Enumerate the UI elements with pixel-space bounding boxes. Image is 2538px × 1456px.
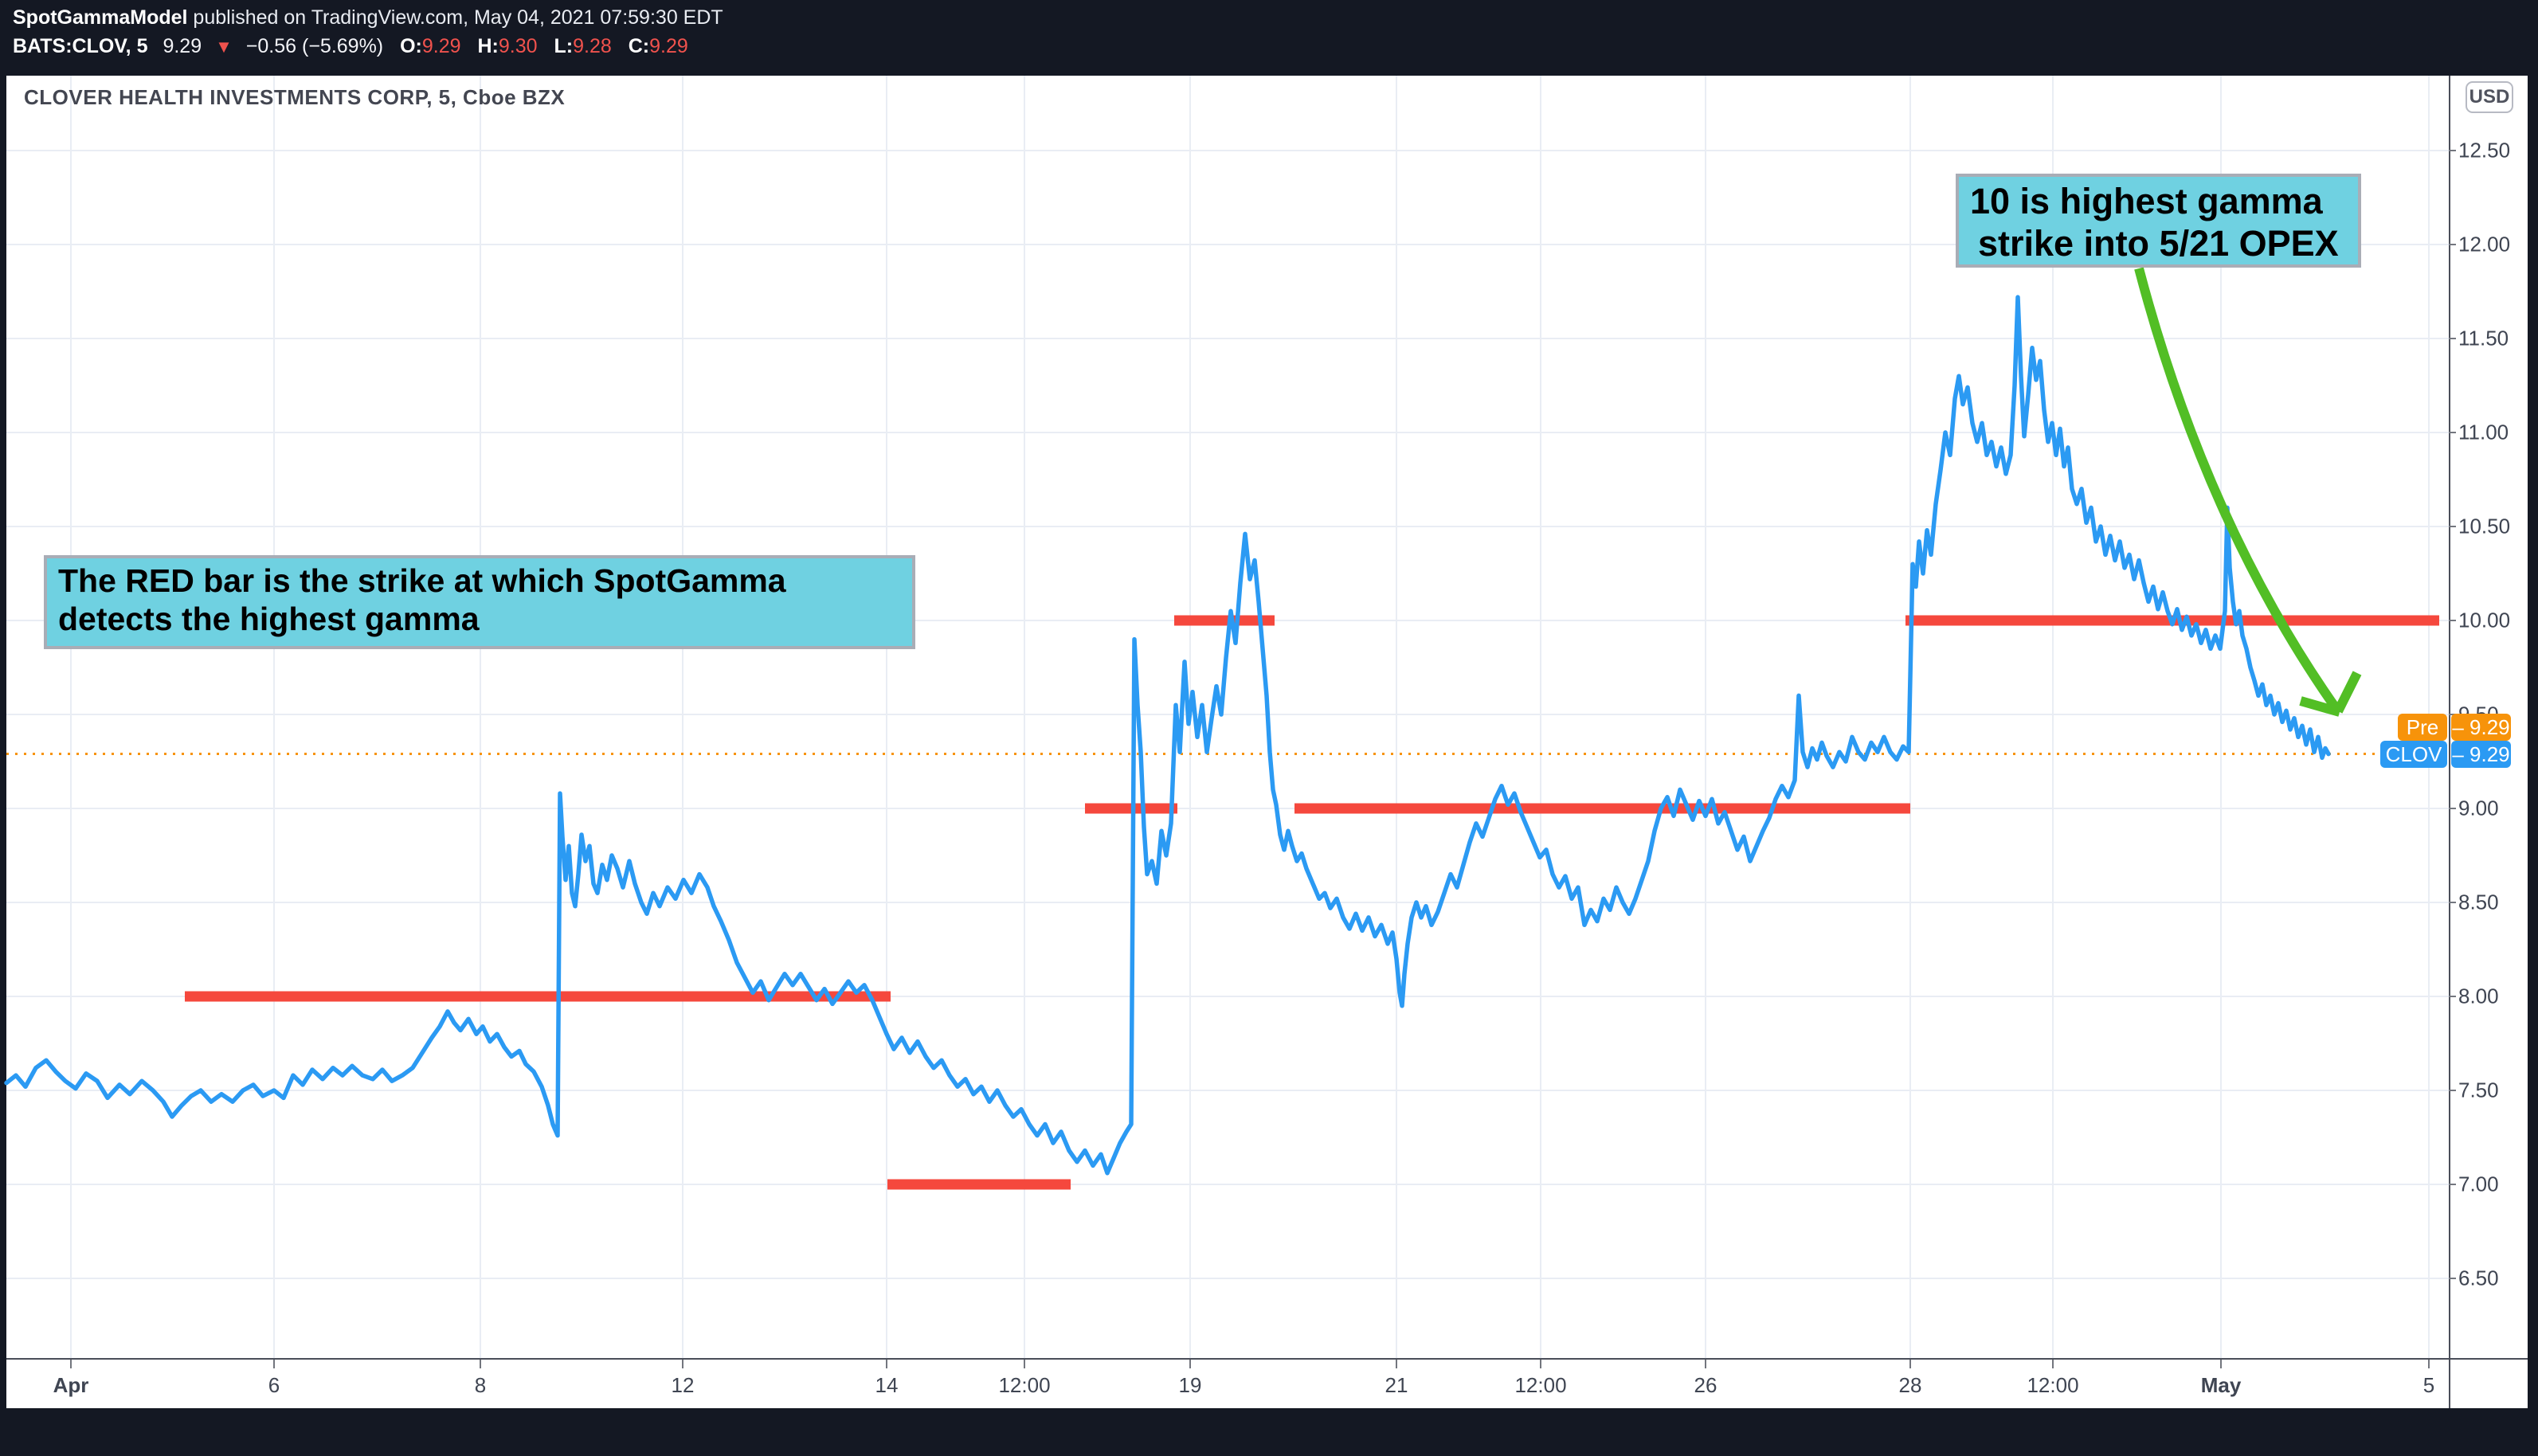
close-value: 9.29 (649, 35, 688, 57)
price-tick-label: 7.00 (2458, 1172, 2499, 1196)
time-tick-mark (1909, 1360, 1911, 1368)
price-tick-mark (2449, 150, 2456, 151)
price-change: −0.56 (−5.69%) (245, 35, 384, 57)
high-value: 9.30 (498, 35, 538, 57)
price-tick-label: 8.50 (2458, 890, 2499, 914)
price-tick-label: 12.50 (2458, 138, 2511, 162)
callout-left-line1: The RED bar is the strike at which SpotG… (58, 562, 786, 599)
publish-line: SpotGammaModel published on TradingView.… (13, 6, 723, 29)
price-tick-mark (2449, 526, 2456, 527)
price-tick-label: 6.50 (2458, 1266, 2499, 1290)
publish-text: published on TradingView.com, May 04, 20… (187, 6, 723, 29)
time-tick-mark (886, 1360, 887, 1368)
time-axis-border (6, 1358, 2528, 1360)
time-tick-mark (2052, 1360, 2054, 1368)
time-tick-mark (682, 1360, 683, 1368)
chart-legend-title[interactable]: CLOVER HEALTH INVESTMENTS CORP, 5, Cboe … (24, 85, 566, 109)
last-price: 9.29 (163, 35, 202, 57)
currency-unit-button[interactable]: USD (2466, 81, 2513, 113)
low-label: L: (554, 35, 574, 57)
top-info-bar: SpotGammaModel published on TradingView.… (0, 0, 2538, 76)
price-tick-mark (2449, 620, 2456, 621)
price-tick-label: 11.00 (2458, 420, 2509, 444)
callout-right-line2: strike into 5/21 OPEX (1978, 223, 2339, 264)
time-tick-label: 14 (875, 1373, 899, 1397)
price-tick-label: 8.00 (2458, 984, 2499, 1008)
time-tick-label: 28 (1898, 1373, 1922, 1397)
author-name: SpotGammaModel (13, 6, 188, 29)
annotation-arrow-shaft[interactable] (2134, 267, 2342, 714)
bottom-brand-bar: TradingView (0, 1408, 2538, 1456)
down-triangle-icon: ▼ (215, 37, 233, 57)
time-tick-label: 12:00 (998, 1373, 1051, 1397)
chart-surface (6, 76, 2528, 1408)
callout-left-line2: detects the highest gamma (58, 601, 480, 638)
high-label: H: (477, 35, 499, 57)
time-tick-label: 12:00 (2027, 1373, 2079, 1397)
time-tick-label: 8 (474, 1373, 487, 1397)
callout-red-bar-note[interactable]: The RED bar is the strike at which SpotG… (44, 555, 915, 649)
price-tick-mark (2449, 244, 2456, 245)
premarket-price-flag-label: Pre (2398, 714, 2447, 741)
time-tick-mark (1024, 1360, 1025, 1368)
time-tick-mark (1540, 1360, 1541, 1368)
time-tick-label: 12:00 (1514, 1373, 1567, 1397)
time-tick-label: May (2200, 1373, 2242, 1397)
premarket-price-flag-value: – 9.29 (2451, 714, 2511, 741)
price-tick-label: 12.00 (2458, 232, 2511, 256)
time-tick-mark (1189, 1360, 1191, 1368)
price-axis-border (2449, 76, 2450, 1408)
price-tick-label: 11.50 (2458, 326, 2509, 350)
price-tick-mark (2449, 432, 2456, 433)
price-tick-label: 7.50 (2458, 1078, 2499, 1102)
symbol-price-flag-label: CLOV (2380, 741, 2447, 768)
price-tick-mark (2449, 1090, 2456, 1091)
annotation-arrowhead-left (2299, 696, 2341, 717)
price-tick-mark (2449, 338, 2456, 339)
time-tick-label: 6 (268, 1373, 280, 1397)
price-tick-mark (2449, 1184, 2456, 1185)
time-tick-mark (1705, 1360, 1706, 1368)
price-tick-label: 10.00 (2458, 608, 2511, 632)
price-tick-mark (2449, 996, 2456, 997)
time-tick-label: 19 (1178, 1373, 1202, 1397)
low-value: 9.28 (573, 35, 612, 57)
quote-line: BATS:CLOV, 5 9.29 ▼ −0.56 (−5.69%) O:9.2… (13, 35, 688, 58)
time-tick-mark (1396, 1360, 1397, 1368)
time-tick-mark (2428, 1360, 2430, 1368)
time-tick-mark (480, 1360, 481, 1368)
open-value: 9.29 (421, 35, 461, 57)
time-tick-label: 12 (671, 1373, 695, 1397)
time-tick-label: 5 (2422, 1373, 2435, 1397)
price-tick-mark (2449, 902, 2456, 903)
callout-gamma-strike-note[interactable]: 10 is highest gamma strike into 5/21 OPE… (1956, 174, 2361, 268)
price-chart-plot[interactable] (4, 76, 2449, 1358)
symbol-price-flag-value: – 9.29 (2451, 741, 2511, 768)
annotation-arrowhead-right (2333, 671, 2362, 714)
price-tick-label: 10.50 (2458, 514, 2511, 538)
time-tick-mark (70, 1360, 72, 1368)
time-tick-label: Apr (53, 1373, 89, 1397)
price-line-series (4, 295, 2331, 1176)
close-label: C: (628, 35, 650, 57)
open-label: O: (400, 35, 422, 57)
price-tick-mark (2449, 1278, 2456, 1279)
price-tick-label: 9.00 (2458, 796, 2499, 820)
price-tick-mark (2449, 808, 2456, 809)
callout-right-line1: 10 is highest gamma (1970, 181, 2323, 221)
time-tick-label: 26 (1694, 1373, 1717, 1397)
time-tick-mark (273, 1360, 275, 1368)
time-tick-label: 21 (1385, 1373, 1408, 1397)
symbol-interval: BATS:CLOV, 5 (13, 35, 148, 57)
time-tick-mark (2220, 1360, 2222, 1368)
